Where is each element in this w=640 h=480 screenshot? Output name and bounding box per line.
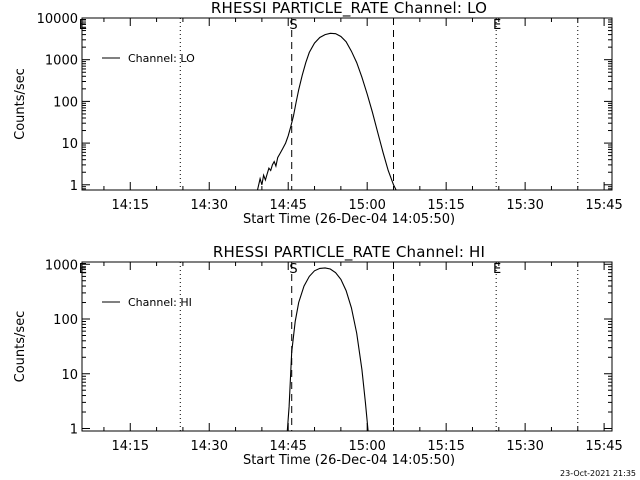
x-tick-label: 14:30	[191, 439, 228, 454]
x-axis-label: Start Time (26-Dec-04 14:05:50)	[243, 212, 455, 227]
y-tick-label: 10	[61, 368, 78, 383]
marker-letter: E	[493, 262, 501, 277]
y-axis-label: Counts/sec	[13, 68, 28, 140]
marker-letter: S	[289, 262, 297, 277]
y-tick-label: 100	[53, 313, 78, 328]
x-tick-label: 15:45	[585, 198, 622, 213]
x-tick-label: 14:15	[112, 198, 149, 213]
plot-frame	[81, 17, 613, 191]
y-tick-label: 10000	[37, 12, 78, 27]
x-tick-label: 15:15	[427, 198, 464, 213]
y-tick-label: 1	[70, 179, 78, 194]
x-tick-label: 15:30	[506, 198, 543, 213]
x-tick-label: 14:45	[269, 439, 306, 454]
series-line	[256, 32, 397, 190]
y-tick-label: 100	[53, 95, 78, 110]
series-line	[286, 267, 369, 431]
x-tick-label: 14:30	[191, 198, 228, 213]
x-tick-label: 15:00	[348, 439, 385, 454]
marker-letter: E	[79, 262, 87, 277]
y-tick-label: 1	[70, 422, 78, 437]
y-tick-label: 1000	[45, 258, 78, 273]
y-tick-label: 10	[61, 137, 78, 152]
x-tick-label: 15:00	[348, 198, 385, 213]
x-tick-label: 14:15	[112, 439, 149, 454]
marker-letter: E	[493, 18, 501, 33]
x-tick-label: 14:45	[269, 198, 306, 213]
marker-letter: S	[289, 18, 297, 33]
timestamp-footer: 23-Oct-2021 21:35	[560, 469, 636, 478]
chart-panel-2: RHESSI PARTICLE_RATE Channel: HI 1 10 100 10…	[13, 243, 623, 468]
legend-label: Channel: HI	[128, 296, 192, 309]
x-axis-label: Start Time (26-Dec-04 14:05:50)	[243, 453, 455, 468]
y-axis-label: Counts/sec	[13, 311, 28, 383]
marker-letter: E	[79, 18, 87, 33]
plot-frame	[81, 261, 613, 432]
x-tick-label: 15:45	[585, 439, 622, 454]
x-tick-label: 15:15	[427, 439, 464, 454]
legend-label: Channel: LO	[128, 52, 195, 65]
x-tick-label: 15:30	[506, 439, 543, 454]
chart-panel-1: RHESSI PARTICLE_RATE Channel: LO 1 10 100 10…	[13, 0, 623, 227]
chart-title: RHESSI PARTICLE_RATE Channel: HI	[213, 243, 485, 262]
y-tick-label: 1000	[45, 54, 78, 69]
chart-title: RHESSI PARTICLE_RATE Channel: LO	[211, 0, 487, 18]
